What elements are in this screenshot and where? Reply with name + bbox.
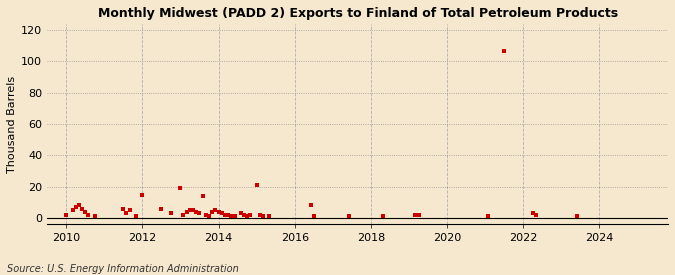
Point — [165, 211, 176, 216]
Point — [239, 213, 250, 217]
Point — [213, 210, 224, 214]
Y-axis label: Thousand Barrels: Thousand Barrels — [7, 76, 17, 173]
Point — [121, 211, 132, 216]
Point — [216, 211, 227, 216]
Point — [70, 205, 81, 209]
Point — [182, 210, 192, 214]
Point — [225, 214, 236, 219]
Point — [137, 192, 148, 197]
Point — [175, 186, 186, 191]
Point — [245, 213, 256, 217]
Point — [74, 203, 84, 208]
Point — [223, 213, 234, 217]
Point — [197, 194, 208, 198]
Point — [89, 214, 100, 219]
Point — [410, 213, 421, 217]
Point — [61, 213, 72, 217]
Point — [531, 213, 541, 217]
Point — [378, 214, 389, 219]
Point — [207, 210, 217, 214]
Point — [499, 48, 510, 53]
Point — [184, 208, 195, 212]
Point — [308, 214, 319, 219]
Point — [210, 208, 221, 212]
Point — [251, 183, 262, 187]
Point — [124, 208, 135, 212]
Point — [413, 213, 424, 217]
Point — [235, 211, 246, 216]
Point — [80, 210, 90, 214]
Point — [77, 207, 88, 211]
Point — [305, 203, 316, 208]
Title: Monthly Midwest (PADD 2) Exports to Finland of Total Petroleum Products: Monthly Midwest (PADD 2) Exports to Finl… — [97, 7, 618, 20]
Point — [188, 208, 198, 212]
Point — [156, 207, 167, 211]
Point — [527, 211, 538, 216]
Text: Source: U.S. Energy Information Administration: Source: U.S. Energy Information Administ… — [7, 264, 238, 274]
Point — [242, 214, 252, 219]
Point — [178, 213, 189, 217]
Point — [258, 214, 269, 219]
Point — [194, 211, 205, 216]
Point — [204, 214, 215, 219]
Point — [68, 208, 78, 212]
Point — [219, 213, 230, 217]
Point — [118, 207, 129, 211]
Point — [254, 213, 265, 217]
Point — [200, 213, 211, 217]
Point — [130, 214, 141, 219]
Point — [229, 214, 240, 219]
Point — [83, 213, 94, 217]
Point — [572, 214, 583, 219]
Point — [191, 210, 202, 214]
Point — [344, 214, 354, 219]
Point — [264, 214, 275, 219]
Point — [483, 214, 493, 219]
